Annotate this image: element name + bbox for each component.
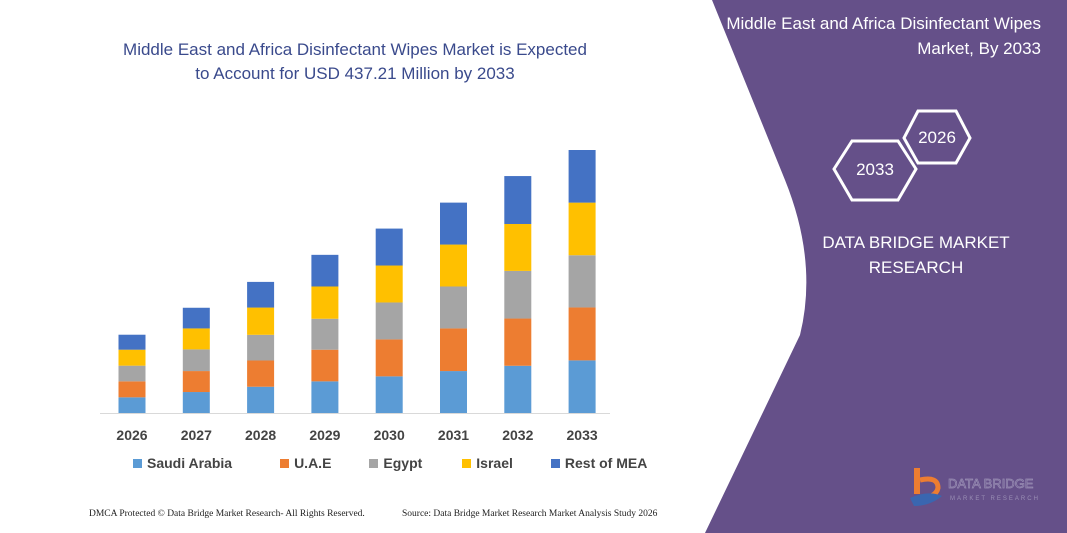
bar-segment-2027-rest-of-mea (182, 307, 210, 329)
logo-text: DATA BRIDGE (948, 476, 1034, 491)
bar-segment-2026-egypt (118, 365, 146, 382)
legend-swatch (462, 458, 472, 468)
bar-segment-2027-u-a-e (182, 371, 210, 393)
bar-segment-2030-egypt (375, 302, 403, 340)
x-tick-label: 2029 (309, 427, 340, 443)
bar-segment-2027-egypt (182, 349, 210, 372)
x-tick-label: 2030 (374, 427, 405, 443)
bar-segment-2026-u-a-e (118, 381, 146, 398)
x-tick-label: 2031 (438, 427, 469, 443)
legend-swatch (133, 458, 142, 468)
bar-segment-2033-saudi-arabia (568, 360, 596, 413)
stacked-bar-chart: 2026 2027 2028 2029 2030 2031 2032 2033 (100, 150, 610, 443)
bar-segment-2030-saudi-arabia (375, 376, 403, 413)
x-tick-label: 2032 (502, 427, 533, 443)
bar-segment-2026-rest-of-mea (118, 334, 146, 350)
bar-segment-2029-rest-of-mea (311, 254, 339, 287)
bar-segment-2026-israel (118, 349, 146, 366)
bar-segment-2028-israel (247, 307, 275, 335)
bar-segment-2032-israel (504, 223, 532, 271)
bar-segment-2027-israel (182, 328, 210, 350)
bar-segment-2032-saudi-arabia (504, 365, 532, 413)
logo-subtext: MARKET RESEARCH (950, 496, 1040, 502)
legend-label: Saudi Arabia (147, 455, 233, 471)
bar-segment-2032-rest-of-mea (504, 176, 532, 224)
x-tick-label: 2033 (567, 427, 598, 443)
legend-label: Israel (476, 455, 513, 471)
bar-segment-2027-saudi-arabia (182, 392, 210, 413)
bar-segment-2029-saudi-arabia (311, 381, 339, 413)
footer-source: Source: Data Bridge Market Research Mark… (402, 509, 658, 519)
bar-segment-2029-israel (311, 286, 339, 319)
bar-segment-2028-saudi-arabia (247, 386, 275, 413)
legend-swatch (369, 458, 379, 468)
legend-item: Rest of MEA (550, 455, 648, 471)
bar-segment-2030-rest-of-mea (375, 228, 403, 266)
purple-panel (705, 0, 1067, 533)
x-tick-label: 2027 (181, 427, 212, 443)
bar-segment-2033-egypt (568, 255, 596, 308)
legend-item: Egypt (369, 455, 422, 471)
bar-segment-2033-u-a-e (568, 307, 596, 361)
hexagon-2026 (902, 109, 972, 165)
panel-title: Middle East and Africa Disinfectant Wipe… (726, 14, 1041, 58)
hex-label-2026: 2026 (918, 128, 956, 147)
bar-segment-2031-rest-of-mea (440, 202, 467, 245)
bar-segment-2031-egypt (440, 286, 467, 329)
hexagon-2033 (832, 139, 918, 202)
bar-segment-2033-rest-of-mea (568, 150, 596, 203)
bar-segment-2031-u-a-e (440, 328, 467, 372)
bar-segment-2031-saudi-arabia (440, 371, 467, 413)
legend-label: Rest of MEA (564, 455, 648, 471)
bar-segment-2030-israel (375, 265, 403, 303)
legend-item: Israel (462, 455, 513, 471)
bar-segment-2032-egypt (504, 270, 532, 319)
legend-item: Saudi Arabia (133, 455, 232, 471)
bar-segment-2030-u-a-e (375, 339, 403, 377)
x-tick-label: 2026 (116, 427, 147, 443)
bar-segment-2028-u-a-e (247, 360, 275, 387)
bar-segment-2031-israel (440, 244, 467, 287)
hex-label-2033: 2033 (856, 160, 894, 179)
data-bridge-logo: DATA BRIDGE MARKET RESEARCH (910, 468, 1040, 506)
bar-segment-2028-egypt (247, 334, 275, 361)
bar-segment-2033-israel (568, 202, 596, 256)
brand-text: DATA BRIDGE MARKET RESEARCH (822, 233, 1010, 277)
legend-swatch (280, 458, 290, 468)
legend-swatch (550, 458, 560, 468)
chart-title: Middle East and Africa Disinfectant Wipe… (123, 40, 587, 83)
bar-segment-2029-u-a-e (311, 349, 339, 382)
bar-segment-2028-rest-of-mea (247, 281, 275, 308)
legend-label: Egypt (383, 455, 423, 471)
bar-segment-2032-u-a-e (504, 318, 532, 366)
footer-copyright: DMCA Protected © Data Bridge Market Rese… (89, 509, 365, 519)
legend: Saudi Arabia U.A.E Egypt Israel Rest of MEA (133, 455, 647, 471)
legend-item: U.A.E (280, 455, 331, 471)
bar-segment-2026-saudi-arabia (118, 397, 146, 413)
bar-segment-2029-egypt (311, 318, 339, 350)
x-tick-label: 2028 (245, 427, 276, 443)
legend-label: U.A.E (294, 455, 332, 471)
